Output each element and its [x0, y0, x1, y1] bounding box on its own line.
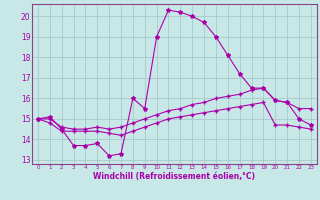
- X-axis label: Windchill (Refroidissement éolien,°C): Windchill (Refroidissement éolien,°C): [93, 172, 255, 181]
